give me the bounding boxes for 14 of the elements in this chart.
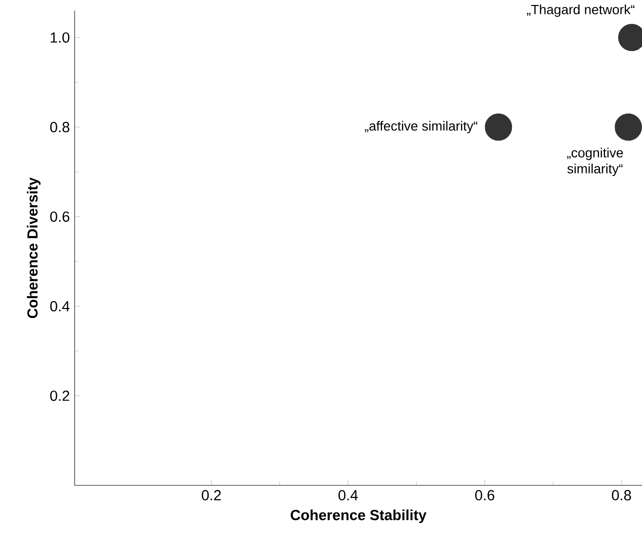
y-tick-label: 1.0	[50, 32, 70, 43]
annotation: „cognitive similarity“	[567, 148, 623, 176]
y-tick-label: 0.2	[50, 390, 70, 401]
y-tick-label: 0.8	[50, 122, 70, 132]
annotation: „affective similarity“	[364, 120, 478, 134]
x-tick-label: 0.8	[612, 490, 632, 500]
x-axis-title: Coherence Stability	[290, 509, 426, 524]
y-tick-label: 0.4	[50, 301, 70, 312]
annotation: „Thagard network“	[526, 4, 635, 17]
y-tick-label: 0.6	[50, 211, 70, 222]
x-tick-label: 0.2	[202, 490, 221, 500]
x-tick-label: 0.6	[475, 490, 494, 500]
x-tick-label: 0.4	[338, 490, 358, 500]
y-axis-title: Coherence Diversity	[26, 177, 41, 318]
